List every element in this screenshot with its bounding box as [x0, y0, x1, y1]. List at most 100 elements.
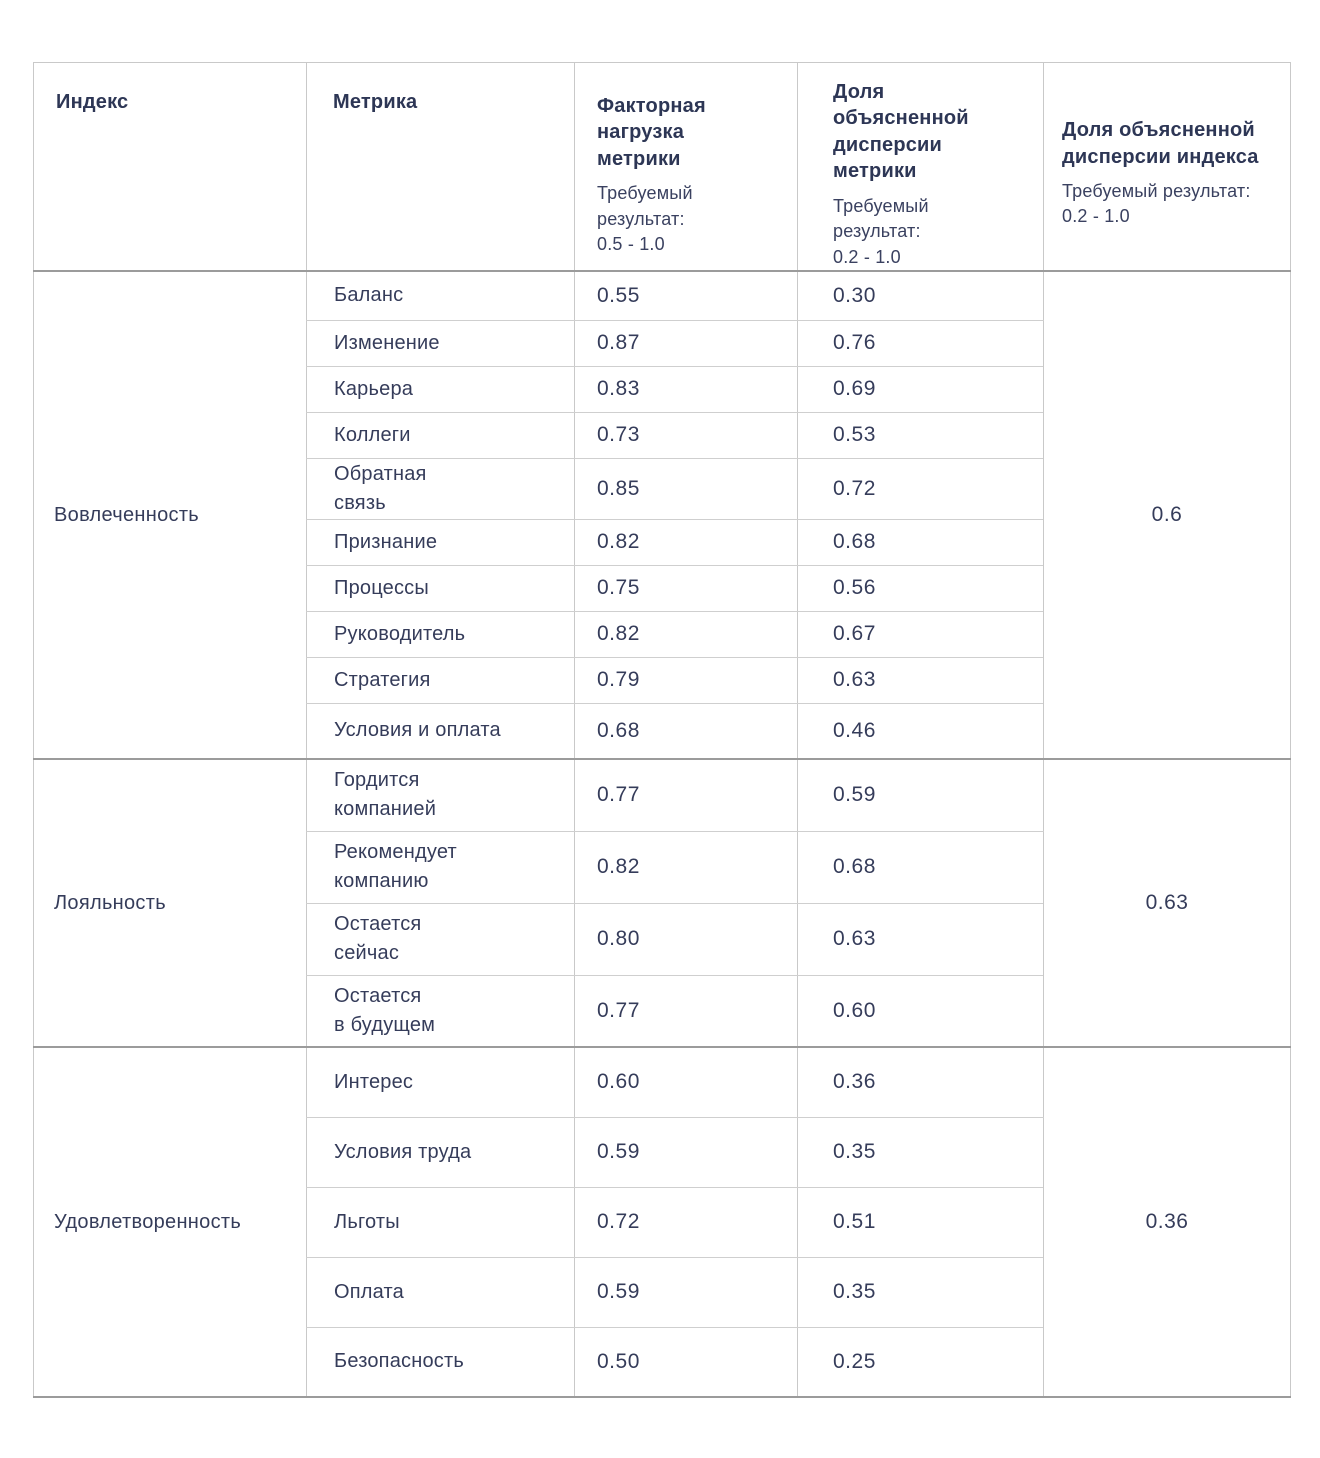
table-row: Условия труда 0.59 0.35	[34, 1117, 1291, 1188]
column-header-required-result: Требуемый результат: 0.5 - 1.0	[597, 183, 693, 255]
table-row: Оплата 0.59 0.35	[34, 1257, 1291, 1328]
metric-variance-cell: 0.25	[797, 1327, 1044, 1398]
table-row: Остается сейчас 0.80 0.63	[34, 903, 1291, 976]
metric-variance-cell: 0.56	[797, 565, 1044, 612]
metric-variance-cell: 0.51	[797, 1187, 1044, 1258]
table-row: Безопасность 0.50 0.25	[34, 1327, 1291, 1398]
metric-name-cell: Безопасность	[306, 1327, 575, 1398]
factor-loading-cell: 0.75	[574, 565, 798, 612]
table-row: Условия и оплата 0.68 0.46	[34, 703, 1291, 760]
metric-name-cell: Остается в будущем	[306, 975, 575, 1048]
metric-name-cell: Процессы	[306, 565, 575, 612]
metric-variance-cell: 0.35	[797, 1117, 1044, 1188]
metric-variance-cell: 0.63	[797, 657, 1044, 704]
metric-variance-cell: 0.72	[797, 458, 1044, 520]
index-name-cell: Лояльность	[54, 891, 166, 914]
metric-name-cell: Стратегия	[306, 657, 575, 704]
factor-loading-cell: 0.82	[574, 519, 798, 566]
column-header-index-variance: Доля объясненной дисперсии индекса Требу…	[1043, 62, 1291, 272]
factor-loading-cell: 0.50	[574, 1327, 798, 1398]
metric-variance-cell: 0.76	[797, 320, 1044, 367]
factor-loading-cell: 0.59	[574, 1257, 798, 1328]
metric-name-cell: Карьера	[306, 366, 575, 413]
factor-loading-cell: 0.85	[574, 458, 798, 520]
table-row: Лояльность Гордится компанией 0.77 0.59 0.63	[34, 759, 1291, 1048]
factor-loading-cell: 0.87	[574, 320, 798, 367]
column-header-label: Индекс	[56, 91, 129, 113]
metric-name-cell: Коллеги	[306, 412, 575, 459]
column-header-label: Факторная нагрузка метрики	[597, 95, 706, 170]
metric-name-cell: Рекомендует компанию	[306, 831, 575, 904]
metric-variance-cell: 0.67	[797, 611, 1044, 658]
header-row: Индекс Метрика Факторная нагрузка метрик…	[34, 62, 1291, 272]
factor-loading-cell: 0.60	[574, 1047, 798, 1118]
metric-name-cell: Обратная связь	[306, 458, 575, 520]
metric-variance-cell: 0.63	[797, 903, 1044, 976]
column-header-label: Доля объясненной дисперсии метрики	[833, 81, 969, 183]
index-group: Вовлеченность Баланс 0.55 0.30 0.6 Изменение 0…	[34, 271, 1291, 760]
metric-name-cell: Признание	[306, 519, 575, 566]
factor-loading-cell: 0.68	[574, 703, 798, 760]
index-variance-cell: 0.36	[1043, 1047, 1291, 1398]
column-header-metric: Метрика	[306, 62, 575, 272]
factor-loading-cell: 0.80	[574, 903, 798, 976]
factor-loading-cell: 0.82	[574, 831, 798, 904]
table-row: Остается в будущем 0.77 0.60	[34, 975, 1291, 1048]
index-name-cell: Удовлетворенность	[54, 1210, 242, 1233]
index-name-cell: Вовлеченность	[54, 503, 199, 526]
metric-variance-cell: 0.68	[797, 831, 1044, 904]
factor-loading-cell: 0.55	[574, 271, 798, 321]
column-header-factor-loading: Факторная нагрузка метрики Требуемый рез…	[574, 62, 798, 272]
table-row: Рекомендует компанию 0.82 0.68	[34, 831, 1291, 904]
metric-name-cell: Остается сейчас	[306, 903, 575, 976]
table-row: Изменение 0.87 0.76	[34, 320, 1291, 367]
metric-name-cell: Руководитель	[306, 611, 575, 658]
table-row: Руководитель 0.82 0.67	[34, 611, 1291, 658]
metric-name-cell: Изменение	[306, 320, 575, 367]
column-header-required-result: Требуемый результат: 0.2 - 1.0	[833, 195, 929, 267]
column-header-label: Доля объясненной дисперсии индекса	[1062, 119, 1259, 168]
metric-variance-cell: 0.46	[797, 703, 1044, 760]
index-group: Удовлетворенность Интерес 0.60 0.36 0.36 Усло…	[33, 1047, 1291, 1398]
metric-variance-cell: 0.30	[797, 271, 1044, 321]
metric-variance-cell: 0.59	[797, 759, 1044, 832]
table-row: Удовлетворенность Интерес 0.60 0.36 0.36	[34, 1047, 1291, 1398]
metric-name-cell: Гордится компанией	[306, 759, 575, 832]
metric-name-cell: Оплата	[306, 1257, 575, 1328]
metric-name-cell: Условия труда	[306, 1117, 575, 1188]
metric-name-cell: Баланс	[306, 271, 575, 321]
metric-name-cell: Льготы	[306, 1187, 575, 1258]
metric-variance-cell: 0.53	[797, 412, 1044, 459]
metric-variance-cell: 0.36	[797, 1047, 1044, 1118]
factor-loading-cell: 0.83	[574, 366, 798, 413]
factor-loading-cell: 0.77	[574, 759, 798, 832]
column-header-index: Индекс	[34, 63, 307, 272]
table-row: Карьера 0.83 0.69	[34, 366, 1291, 413]
factor-loading-cell: 0.72	[574, 1187, 798, 1258]
column-header-metric-variance: Доля объясненной дисперсии метрики Требу…	[797, 62, 1044, 272]
column-header-label: Метрика	[333, 91, 418, 113]
table-row: Стратегия 0.79 0.63	[34, 657, 1291, 704]
table-row: Коллеги 0.73 0.53	[34, 412, 1291, 459]
factor-loading-cell: 0.79	[574, 657, 798, 704]
factor-analysis-table: Индекс Метрика Факторная нагрузка метрик…	[33, 62, 1291, 1399]
table-header: Индекс Метрика Факторная нагрузка метрик…	[33, 62, 1291, 272]
metric-variance-cell: 0.69	[797, 366, 1044, 413]
table-row: Льготы 0.72 0.51	[34, 1187, 1291, 1258]
table-row: Признание 0.82 0.68	[34, 519, 1291, 566]
table-row: Обратная связь 0.85 0.72	[34, 458, 1291, 520]
factor-loading-cell: 0.82	[574, 611, 798, 658]
factor-loading-cell: 0.77	[574, 975, 798, 1048]
metric-name-cell: Условия и оплата	[306, 703, 575, 760]
metric-variance-cell: 0.68	[797, 519, 1044, 566]
page: Индекс Метрика Факторная нагрузка метрик…	[33, 62, 1291, 1399]
column-header-required-result: Требуемый результат: 0.2 - 1.0	[1062, 180, 1251, 227]
index-group: Лояльность Гордится компанией 0.77 0.59 0.63…	[33, 759, 1291, 1048]
metric-name-cell: Интерес	[306, 1047, 575, 1118]
table-row: Процессы 0.75 0.56	[34, 565, 1291, 612]
factor-loading-cell: 0.73	[574, 412, 798, 459]
index-variance-cell: 0.63	[1043, 759, 1291, 1048]
index-variance-cell: 0.6	[1043, 271, 1291, 760]
metric-variance-cell: 0.35	[797, 1257, 1044, 1328]
factor-loading-cell: 0.59	[574, 1117, 798, 1188]
